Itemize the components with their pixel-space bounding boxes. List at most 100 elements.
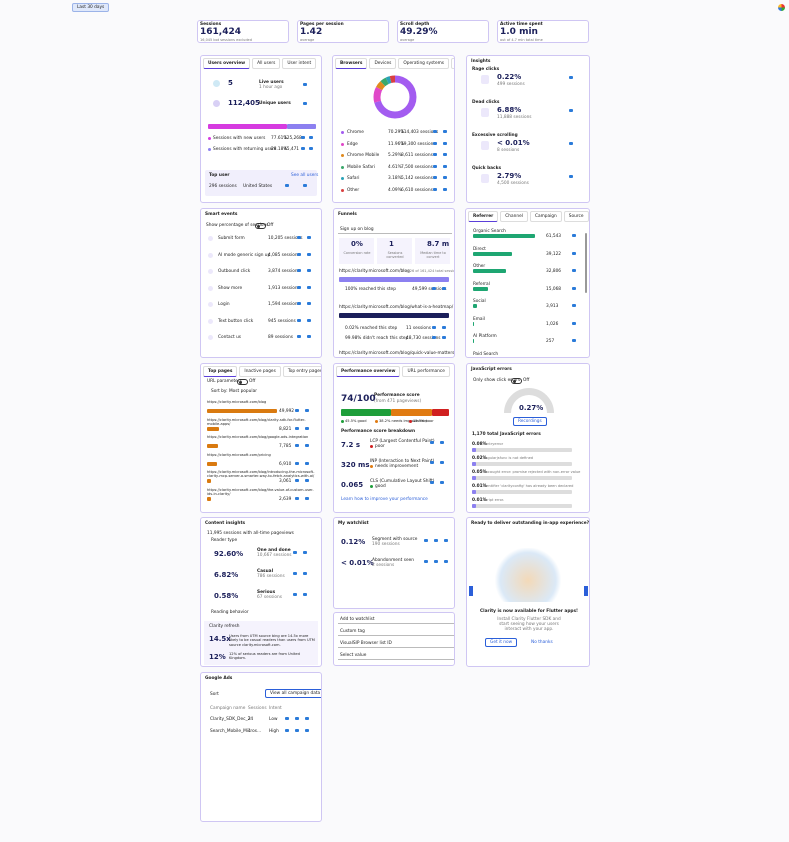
error-track	[472, 462, 572, 466]
toggle[interactable]	[237, 379, 248, 385]
tab[interactable]: Source	[563, 211, 589, 222]
dot	[341, 142, 344, 146]
select[interactable]: Select value	[338, 652, 454, 660]
select[interactable]: Custom tag	[338, 628, 454, 636]
select[interactable]: Sign up on blog	[338, 226, 452, 234]
status-dot	[370, 485, 373, 488]
tab[interactable]: All users	[252, 58, 281, 69]
text: AI Platform	[473, 334, 497, 339]
dot	[208, 148, 211, 151]
text: United States	[243, 184, 273, 189]
add-to-watchlist: Add to watchlist Custom tag VisualSIP Brow…	[333, 612, 455, 666]
toggle[interactable]	[511, 378, 522, 384]
text: out of 4.7 min total time	[500, 38, 543, 42]
text: URL parameters	[207, 379, 242, 384]
performance: Performance overview URL performance 74/10…	[333, 363, 455, 513]
text[interactable]: No thanks	[531, 640, 553, 645]
tab[interactable]: Devices	[369, 58, 397, 69]
carousel-next	[584, 586, 588, 596]
icon	[305, 444, 309, 447]
icon	[301, 136, 305, 139]
text: Reading behavior	[211, 610, 249, 615]
tab[interactable]: Performance overview	[336, 366, 401, 377]
tab[interactable]: Region	[451, 58, 454, 69]
knob	[257, 224, 260, 228]
page-bar	[207, 461, 217, 466]
text: average	[400, 38, 415, 42]
score-segment	[432, 409, 449, 416]
text: Other	[347, 187, 360, 193]
icon	[569, 142, 573, 145]
text: Low	[269, 717, 278, 722]
text: Smart events	[205, 212, 238, 217]
error-bar	[472, 504, 476, 508]
text: 89 sessions	[268, 335, 293, 340]
tab[interactable]: Inactive pages	[239, 366, 281, 377]
text: 19,300 sessions	[401, 141, 436, 147]
icon	[307, 318, 311, 322]
text: Install Clarity Flutter SDK and start se…	[497, 617, 561, 633]
button[interactable]: Recordings	[513, 417, 547, 426]
text: angularjsfunc is not defined	[483, 456, 534, 460]
icon	[569, 76, 573, 79]
tab[interactable]: Top pages	[203, 366, 238, 377]
channel-bar	[473, 286, 489, 291]
icon	[430, 441, 434, 444]
icon	[297, 236, 301, 239]
icon	[297, 318, 301, 322]
text: 125,268	[284, 136, 302, 141]
text: https://clarity.microsoft.com/blog/intro…	[207, 470, 315, 479]
javascript-errors: JavaScript errors Only show click errors O…	[466, 363, 590, 513]
text: 61,543	[546, 234, 562, 239]
tab[interactable]: Channel	[500, 211, 528, 222]
tabs: Performance overview URL performance	[336, 366, 450, 377]
icon	[295, 409, 299, 412]
select[interactable]: Add to watchlist	[338, 616, 454, 624]
tab[interactable]: Users overview	[203, 58, 251, 69]
icon	[305, 496, 309, 500]
tab[interactable]: Operating systems	[398, 58, 450, 69]
tab[interactable]: User intent	[282, 58, 317, 69]
text: Paid Search	[473, 351, 499, 357]
icon	[440, 481, 444, 484]
icon	[424, 560, 428, 563]
text: 8,821	[279, 426, 292, 432]
text: Intent	[269, 706, 282, 711]
tab[interactable]: Browsers	[335, 58, 368, 69]
text: 1,913 sessions	[268, 285, 300, 291]
text: Sessions	[200, 22, 222, 27]
icon	[309, 147, 313, 150]
button[interactable]: Get it now	[485, 638, 518, 647]
tab[interactable]: URL performance	[402, 366, 450, 377]
icon-box	[481, 141, 489, 150]
error-track	[472, 504, 572, 508]
google-ads: Google Ads Sort View all campaign data Camp…	[200, 672, 322, 822]
text: https://clarity.microsoft.com/blog	[207, 400, 267, 404]
button[interactable]: Last 30 days	[72, 3, 110, 12]
error-track	[472, 490, 572, 494]
text: Off	[249, 379, 256, 384]
channel-bar	[473, 321, 475, 326]
text: 12%	[209, 653, 226, 661]
avatar	[213, 80, 220, 87]
text: 49.29%	[400, 27, 438, 37]
text[interactable]: Learn how to improve your performance	[341, 497, 428, 502]
event-icon	[208, 236, 213, 241]
icon	[297, 252, 301, 256]
text: Uncaught error: promise rejected with no…	[483, 470, 581, 474]
text: 70.29%	[388, 130, 405, 135]
toggle[interactable]	[255, 223, 266, 229]
tab[interactable]: Referrer	[468, 211, 499, 222]
text: 5,142 sessions	[401, 176, 433, 181]
icon	[295, 444, 299, 447]
text: Live users	[259, 80, 284, 85]
scrollbar	[585, 233, 587, 293]
select[interactable]: VisualSIP Browser list ID	[338, 640, 454, 648]
tab[interactable]: Campaign	[529, 211, 562, 222]
text: good	[375, 484, 386, 489]
button[interactable]: View all campaign data	[265, 689, 321, 698]
text: 8 sessions	[497, 148, 520, 153]
tab[interactable]: Top entry pages	[282, 366, 321, 377]
